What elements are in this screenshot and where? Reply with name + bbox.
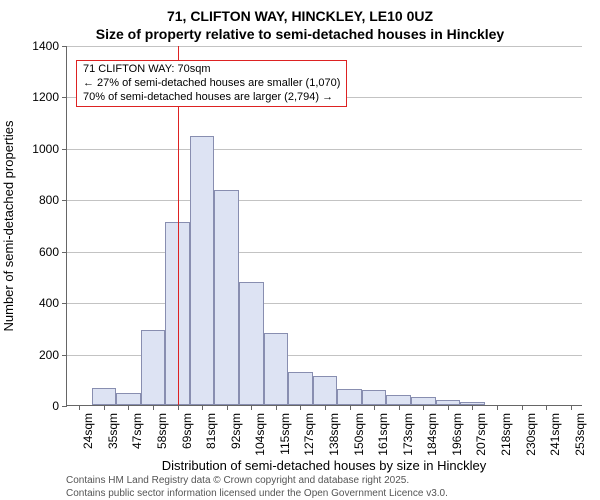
histogram-bar	[141, 330, 166, 405]
histogram-bar	[411, 397, 436, 405]
histogram-bar	[214, 190, 239, 405]
y-gridline	[67, 303, 582, 304]
attribution: Contains HM Land Registry data © Crown c…	[66, 474, 448, 500]
histogram-bar	[264, 333, 289, 405]
x-tick-label: 207sqm	[472, 405, 488, 456]
y-gridline	[67, 252, 582, 253]
chart-title-sub: Size of property relative to semi-detach…	[0, 26, 600, 42]
histogram-bar	[92, 388, 117, 405]
attribution-line-2: Contains public sector information licen…	[66, 487, 448, 500]
y-tick-label: 1200	[32, 90, 67, 104]
chart-title-main: 71, CLIFTON WAY, HINCKLEY, LE10 0UZ	[0, 8, 600, 24]
histogram-bar	[386, 395, 411, 405]
x-tick-label: 24sqm	[79, 405, 95, 449]
x-tick-label: 58sqm	[153, 405, 169, 449]
x-tick-label: 253sqm	[571, 405, 587, 456]
y-tick-label: 400	[39, 296, 67, 310]
y-axis-label: Number of semi-detached properties	[1, 121, 16, 332]
x-tick-label: 81sqm	[202, 405, 218, 449]
annotation-line: 70% of semi-detached houses are larger (…	[83, 91, 340, 105]
x-tick-label: 127sqm	[300, 405, 316, 456]
x-axis-label: Distribution of semi-detached houses by …	[162, 458, 486, 473]
y-gridline	[67, 200, 582, 201]
histogram-bar	[337, 389, 362, 405]
histogram-bar	[190, 136, 215, 405]
x-tick-label: 115sqm	[276, 405, 292, 455]
histogram-bar	[288, 372, 313, 405]
x-tick-label: 92sqm	[227, 405, 243, 449]
y-gridline	[67, 149, 582, 150]
x-tick-label: 69sqm	[178, 405, 194, 449]
x-tick-label: 196sqm	[448, 405, 464, 456]
attribution-line-1: Contains HM Land Registry data © Crown c…	[66, 474, 448, 487]
histogram-bar	[239, 282, 264, 405]
x-tick-label: 173sqm	[399, 405, 415, 456]
x-tick-label: 241sqm	[546, 405, 562, 456]
x-tick-label: 104sqm	[251, 405, 267, 456]
x-tick-label: 218sqm	[497, 405, 513, 456]
histogram-bar	[362, 390, 387, 405]
annotation-line: ← 27% of semi-detached houses are smalle…	[83, 77, 340, 91]
annotation-line: 71 CLIFTON WAY: 70sqm	[83, 63, 340, 77]
y-tick-label: 800	[39, 193, 67, 207]
x-tick-label: 230sqm	[522, 405, 538, 456]
y-tick-label: 1400	[32, 39, 67, 53]
y-tick-label: 600	[39, 245, 67, 259]
x-tick-label: 35sqm	[104, 405, 120, 449]
y-tick-label: 200	[39, 348, 67, 362]
x-tick-label: 150sqm	[350, 405, 366, 456]
y-gridline	[67, 46, 582, 47]
histogram-bar	[116, 393, 141, 405]
x-tick-label: 184sqm	[423, 405, 439, 456]
x-tick-label: 161sqm	[374, 405, 390, 456]
y-tick-label: 1000	[32, 142, 67, 156]
chart-root: 71, CLIFTON WAY, HINCKLEY, LE10 0UZ Size…	[0, 0, 600, 500]
y-tick-label: 0	[52, 399, 67, 413]
x-tick-label: 47sqm	[128, 405, 144, 449]
histogram-bar	[313, 376, 338, 405]
x-tick-label: 138sqm	[325, 405, 341, 456]
annotation-box: 71 CLIFTON WAY: 70sqm← 27% of semi-detac…	[76, 60, 347, 107]
